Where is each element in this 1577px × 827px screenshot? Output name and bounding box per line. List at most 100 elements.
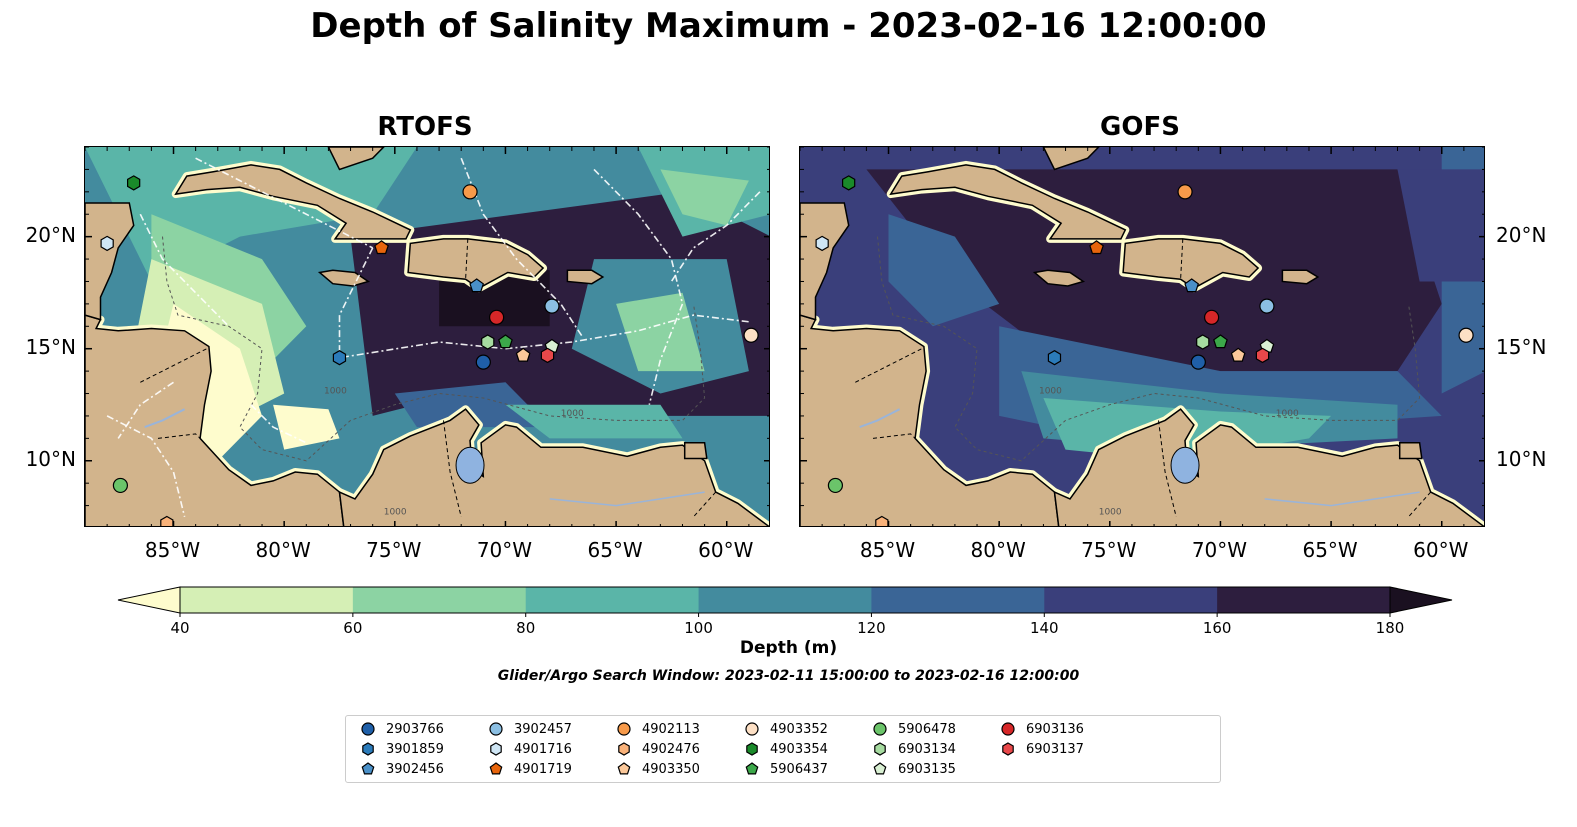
colorbar-tick-label: 40 <box>170 619 189 637</box>
float-marker-4901716[interactable] <box>100 235 114 252</box>
map-panel-rtofs[interactable]: 1000 1000 1000 <box>84 146 770 527</box>
legend-label: 6903136 <box>1026 721 1084 737</box>
float-marker-6903136[interactable] <box>489 309 505 325</box>
land-jamaica <box>317 269 371 287</box>
float-marker-4902476[interactable] <box>160 515 174 528</box>
float-marker-4903354[interactable] <box>126 175 141 191</box>
float-marker-5906478[interactable] <box>827 477 844 494</box>
circle-marker-icon <box>489 722 503 736</box>
svg-text:1000: 1000 <box>1039 387 1062 397</box>
legend-label: 4901716 <box>514 741 572 757</box>
lon-tick-label: 60°W <box>1413 538 1469 562</box>
legend-label: 4903352 <box>770 721 828 737</box>
panel-title-rtofs: RTOFS <box>377 112 473 142</box>
legend-item-3901859: 3901859 <box>360 739 444 759</box>
land-yucatan <box>85 202 135 321</box>
float-marker-4901719[interactable] <box>1089 240 1104 255</box>
pentagon-marker-icon <box>489 762 503 775</box>
search-window-text: Glider/Argo Search Window: 2023-02-11 15… <box>497 668 1080 684</box>
float-marker-4902113[interactable] <box>1177 184 1193 200</box>
legend-item-4901719: 4901719 <box>488 759 572 779</box>
float-marker-5906478[interactable] <box>112 477 129 494</box>
float-marker-3902457[interactable] <box>1259 298 1275 314</box>
colorbar: 40 60 80 100 120 140 160 180 <box>117 586 1453 637</box>
float-marker-4902113[interactable] <box>462 184 478 200</box>
land-south-america <box>1053 408 1484 526</box>
legend-label: 4903354 <box>770 741 828 757</box>
float-marker-3901859[interactable] <box>332 350 347 366</box>
legend-label: 3902457 <box>514 721 572 737</box>
colorbar-segment <box>1217 587 1391 613</box>
svg-text:1000: 1000 <box>384 508 407 518</box>
lat-tick-label-right: 20°N <box>1496 222 1547 247</box>
hexagon-marker-icon <box>362 742 374 756</box>
land-bahamas <box>327 147 385 171</box>
lat-tick-label-left: 20°N <box>25 222 76 247</box>
colorbar-tick-label: 60 <box>343 619 362 637</box>
circle-marker-icon <box>873 722 887 736</box>
legend-item-3902457: 3902457 <box>488 719 572 739</box>
colorbar-tick-label: 80 <box>516 619 535 637</box>
land-trinidad <box>1398 442 1423 460</box>
float-marker-4903350[interactable] <box>1230 347 1246 362</box>
lat-tick-label-left: 15°N <box>25 334 76 359</box>
land-cuba <box>889 164 1127 240</box>
hexagon-marker-icon <box>874 742 886 756</box>
circle-marker-icon <box>617 722 631 736</box>
lon-tick-label: 80°W <box>970 538 1026 562</box>
land-hispaniola <box>1122 238 1260 290</box>
float-marker-4903352[interactable] <box>743 327 759 343</box>
float-marker-3902456[interactable] <box>1184 278 1200 293</box>
float-marker-4901716[interactable] <box>815 235 829 252</box>
land-puerto-rico <box>1281 269 1320 285</box>
colorbar-label: Depth (m) <box>739 638 838 658</box>
legend-label: 5906478 <box>898 721 956 737</box>
float-marker-5906437[interactable] <box>498 334 513 349</box>
pentagon-marker-icon <box>361 762 375 775</box>
colorbar-extend-max <box>1389 586 1453 614</box>
legend-item-6903136: 6903136 <box>1000 719 1084 739</box>
legend-item-5906437: 5906437 <box>744 759 828 779</box>
legend-item-4903354: 4903354 <box>744 739 828 759</box>
legend-item-6903135: 6903135 <box>872 759 956 779</box>
land-hispaniola <box>407 238 545 290</box>
svg-text:1000: 1000 <box>561 409 584 419</box>
float-marker-4903354[interactable] <box>841 175 856 191</box>
float-marker-6903134[interactable] <box>1196 334 1210 350</box>
float-marker-3901859[interactable] <box>1047 350 1062 366</box>
float-marker-2903766[interactable] <box>1190 354 1206 370</box>
lat-tick-label-right: 15°N <box>1496 334 1547 359</box>
circle-marker-icon <box>745 722 759 736</box>
lon-tick-label: 85°W <box>859 538 916 562</box>
legend-label: 4902476 <box>642 741 700 757</box>
float-marker-2903766[interactable] <box>475 354 491 370</box>
float-marker-6903137[interactable] <box>1255 347 1270 364</box>
float-marker-5906437[interactable] <box>1213 334 1228 349</box>
legend-label: 4903350 <box>642 761 700 777</box>
legend-item-4901716: 4901716 <box>488 739 572 759</box>
figure-title: Depth of Salinity Maximum - 2023-02-16 1… <box>310 6 1267 46</box>
svg-text:1000: 1000 <box>1276 409 1299 419</box>
lon-tick-label: 75°W <box>1081 538 1137 562</box>
float-marker-6903137[interactable] <box>540 347 555 364</box>
legend-label: 3902456 <box>386 761 444 777</box>
float-marker-3902457[interactable] <box>544 298 560 314</box>
float-marker-3902456[interactable] <box>469 278 485 293</box>
map-panel-gofs[interactable]: 1000 1000 1000 <box>799 146 1485 527</box>
legend-item-4902476: 4902476 <box>616 739 700 759</box>
pentagon-marker-icon <box>617 762 631 775</box>
lon-tick-label: 70°W <box>1191 538 1248 562</box>
float-marker-4903352[interactable] <box>1458 327 1474 343</box>
colorbar-segment <box>698 587 872 613</box>
float-marker-6903136[interactable] <box>1204 309 1220 325</box>
lon-tick-label: 75°W <box>366 538 422 562</box>
legend-item-4903350: 4903350 <box>616 759 700 779</box>
hexagon-marker-icon <box>490 742 502 756</box>
float-marker-4901719[interactable] <box>374 240 389 255</box>
land-bahamas <box>1042 147 1100 171</box>
float-marker-6903134[interactable] <box>481 334 495 350</box>
float-marker-4902476[interactable] <box>875 515 889 528</box>
land-trinidad <box>683 442 708 460</box>
float-marker-4903350[interactable] <box>515 347 531 362</box>
colorbar-segment <box>525 587 700 613</box>
